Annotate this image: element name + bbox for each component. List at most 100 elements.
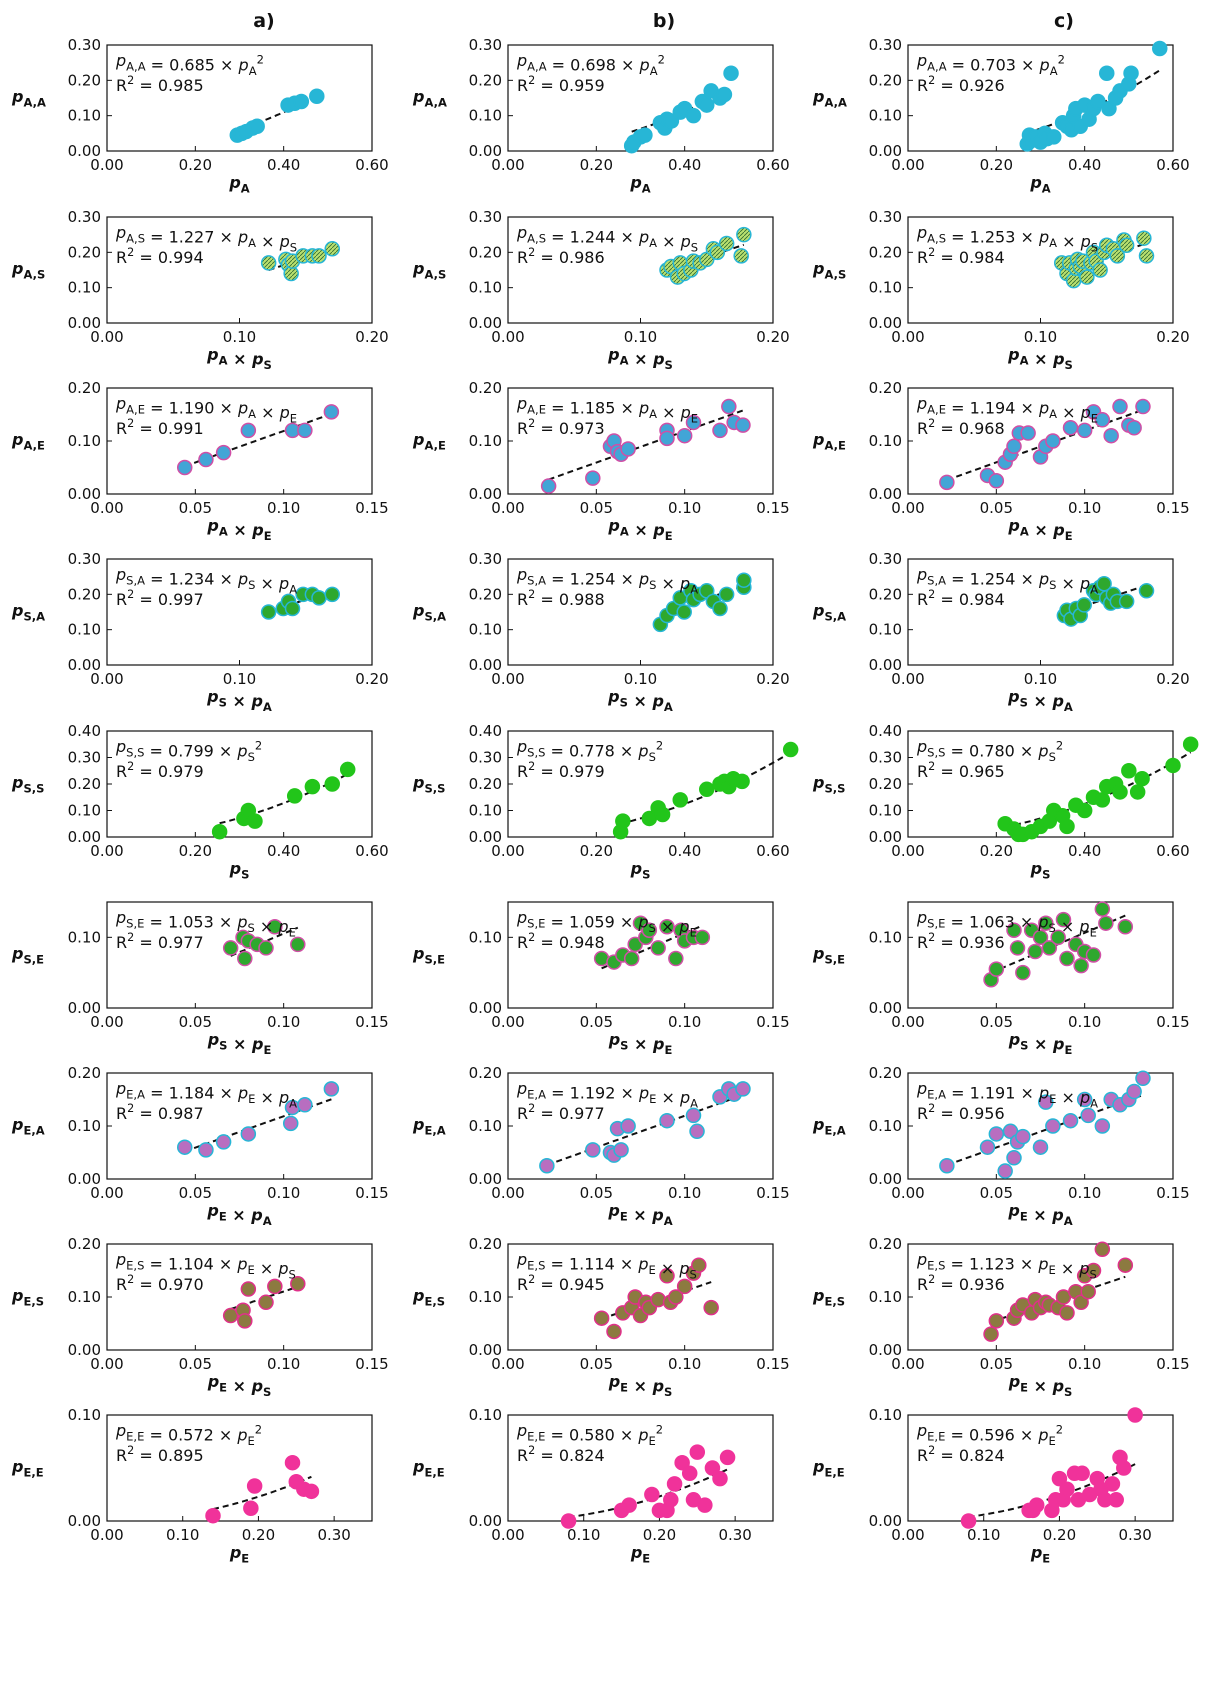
data-point bbox=[712, 422, 728, 439]
x-tick-label: 0.00 bbox=[891, 1526, 924, 1544]
plot-frame bbox=[907, 901, 1174, 1009]
x-tick-label: 0.00 bbox=[491, 842, 524, 860]
y-tick-label: 0.20 bbox=[68, 379, 101, 397]
x-tick-label: 0.00 bbox=[90, 842, 123, 860]
data-point bbox=[303, 1483, 320, 1500]
data-point bbox=[267, 1278, 283, 1295]
data-point bbox=[685, 1107, 702, 1124]
panel-AS_a: 0.00 0.10 0.20 0.00 0.10 0.20 0.30 pA × pS pA,S p… bbox=[11, 208, 389, 372]
data-point bbox=[733, 248, 749, 264]
x-axis-label: pS bbox=[229, 859, 250, 881]
x-tick-label: 0.00 bbox=[491, 670, 524, 688]
data-point bbox=[712, 1470, 728, 1487]
y-axis-label: pA,S bbox=[412, 259, 446, 281]
y-tick-label: 0.20 bbox=[869, 775, 902, 793]
y-tick-label: 0.20 bbox=[869, 71, 902, 89]
r-squared: R2 = 0.977 bbox=[517, 1102, 605, 1123]
x-tick-label: 0.00 bbox=[90, 670, 123, 688]
data-point bbox=[1165, 757, 1181, 774]
data-point bbox=[1127, 1407, 1143, 1423]
y-axis-label: pS,E bbox=[412, 944, 445, 966]
x-tick-label: 0.00 bbox=[90, 1355, 123, 1373]
data-point bbox=[260, 604, 277, 620]
x-tick-label: 0.60 bbox=[1156, 842, 1189, 860]
data-point bbox=[1116, 1460, 1132, 1476]
data-point bbox=[1059, 950, 1075, 967]
data-point bbox=[1094, 792, 1111, 808]
data-point bbox=[1062, 1112, 1079, 1129]
y-tick-label: 0.10 bbox=[469, 621, 502, 639]
data-point bbox=[215, 444, 232, 461]
r-squared: R2 = 0.987 bbox=[116, 1102, 204, 1123]
x-tick-label: 0.10 bbox=[668, 1355, 701, 1373]
x-tick-label: 0.60 bbox=[756, 842, 789, 860]
x-tick-label: 0.10 bbox=[1068, 1013, 1101, 1031]
x-tick-label: 0.00 bbox=[491, 1355, 524, 1373]
y-axis-label: pS,S bbox=[11, 773, 44, 795]
data-point bbox=[676, 604, 692, 620]
x-axis-label: pE bbox=[1030, 1543, 1050, 1565]
data-point bbox=[1076, 802, 1093, 819]
data-point bbox=[1103, 427, 1119, 444]
data-point bbox=[1080, 1283, 1096, 1300]
data-point bbox=[1112, 398, 1128, 415]
data-point bbox=[699, 781, 715, 798]
x-tick-label: 0.15 bbox=[756, 499, 789, 517]
y-tick-label: 0.00 bbox=[469, 314, 502, 332]
r-squared: R2 = 0.988 bbox=[517, 588, 605, 609]
x-tick-label: 0.40 bbox=[668, 842, 701, 860]
data-point bbox=[1074, 1465, 1090, 1482]
panel-EA_a: 0.00 0.05 0.10 0.15 0.00 0.10 0.20 pE × pA pE,A p… bbox=[11, 1064, 389, 1228]
fit-equation: pS,E = 1.053 × pS × pE bbox=[115, 908, 296, 939]
data-point bbox=[685, 107, 702, 124]
x-tick-label: 0.00 bbox=[891, 842, 924, 860]
data-point bbox=[659, 1112, 675, 1129]
x-tick-label: 0.10 bbox=[624, 670, 657, 688]
plot-frame bbox=[106, 901, 373, 1009]
y-tick-label: 0.20 bbox=[68, 775, 101, 793]
panel-EA_c: 0.00 0.05 0.10 0.15 0.00 0.10 0.20 pE × pA pE,A p… bbox=[812, 1064, 1190, 1228]
x-tick-label: 0.10 bbox=[267, 1355, 300, 1373]
r-squared: R2 = 0.979 bbox=[517, 760, 605, 781]
data-point bbox=[286, 788, 303, 804]
data-point bbox=[585, 1142, 601, 1158]
x-tick-label: 0.20 bbox=[756, 328, 789, 346]
x-axis-label: pE bbox=[630, 1543, 650, 1565]
y-axis-label: pA,S bbox=[11, 259, 45, 281]
y-tick-label: 0.10 bbox=[869, 1288, 902, 1306]
fit-line bbox=[230, 926, 299, 957]
x-tick-label: 0.05 bbox=[980, 1355, 1013, 1373]
data-point bbox=[1121, 763, 1137, 779]
y-tick-label: 0.00 bbox=[869, 1512, 902, 1530]
fit-equation: pS,S = 0.780 × pS2 bbox=[916, 737, 1063, 764]
data-point bbox=[1085, 947, 1102, 963]
x-axis-label: pA × pE bbox=[206, 516, 271, 543]
x-tick-label: 0.30 bbox=[718, 1526, 751, 1544]
data-point bbox=[681, 1465, 698, 1482]
panel-SS_c: 0.00 0.20 0.40 0.60 0.00 0.10 0.20 0.30 0.40 pS pS… bbox=[812, 722, 1199, 881]
y-axis-label: pA,E bbox=[11, 430, 45, 452]
data-point bbox=[1118, 237, 1135, 254]
data-point bbox=[240, 1126, 257, 1142]
y-axis-label: pA,A bbox=[412, 87, 447, 109]
data-point bbox=[691, 1257, 707, 1273]
x-tick-label: 0.15 bbox=[1156, 499, 1189, 517]
data-point bbox=[1006, 1150, 1022, 1166]
data-point bbox=[1099, 65, 1115, 82]
data-point bbox=[1080, 1107, 1096, 1124]
y-axis-label: pE,E bbox=[812, 1457, 845, 1479]
r-squared: R2 = 0.991 bbox=[116, 417, 204, 438]
plot-frame bbox=[507, 901, 774, 1009]
r-squared: R2 = 0.985 bbox=[116, 74, 204, 95]
data-point bbox=[1045, 1118, 1061, 1134]
data-point bbox=[1027, 943, 1043, 960]
r-squared: R2 = 0.936 bbox=[917, 1273, 1005, 1294]
panel-EE_c: 0.00 0.10 0.20 0.30 0.00 0.10 pE pE,E pE,E = 0.5… bbox=[812, 1406, 1174, 1565]
fit-equation: pE,A = 1.191 × pE × pA bbox=[916, 1079, 1098, 1110]
x-axis-label: pE × pA bbox=[1007, 1201, 1072, 1228]
data-point bbox=[1045, 433, 1061, 449]
x-axis-label: pS bbox=[630, 859, 651, 881]
data-point bbox=[650, 940, 666, 956]
x-tick-label: 0.20 bbox=[355, 670, 388, 688]
